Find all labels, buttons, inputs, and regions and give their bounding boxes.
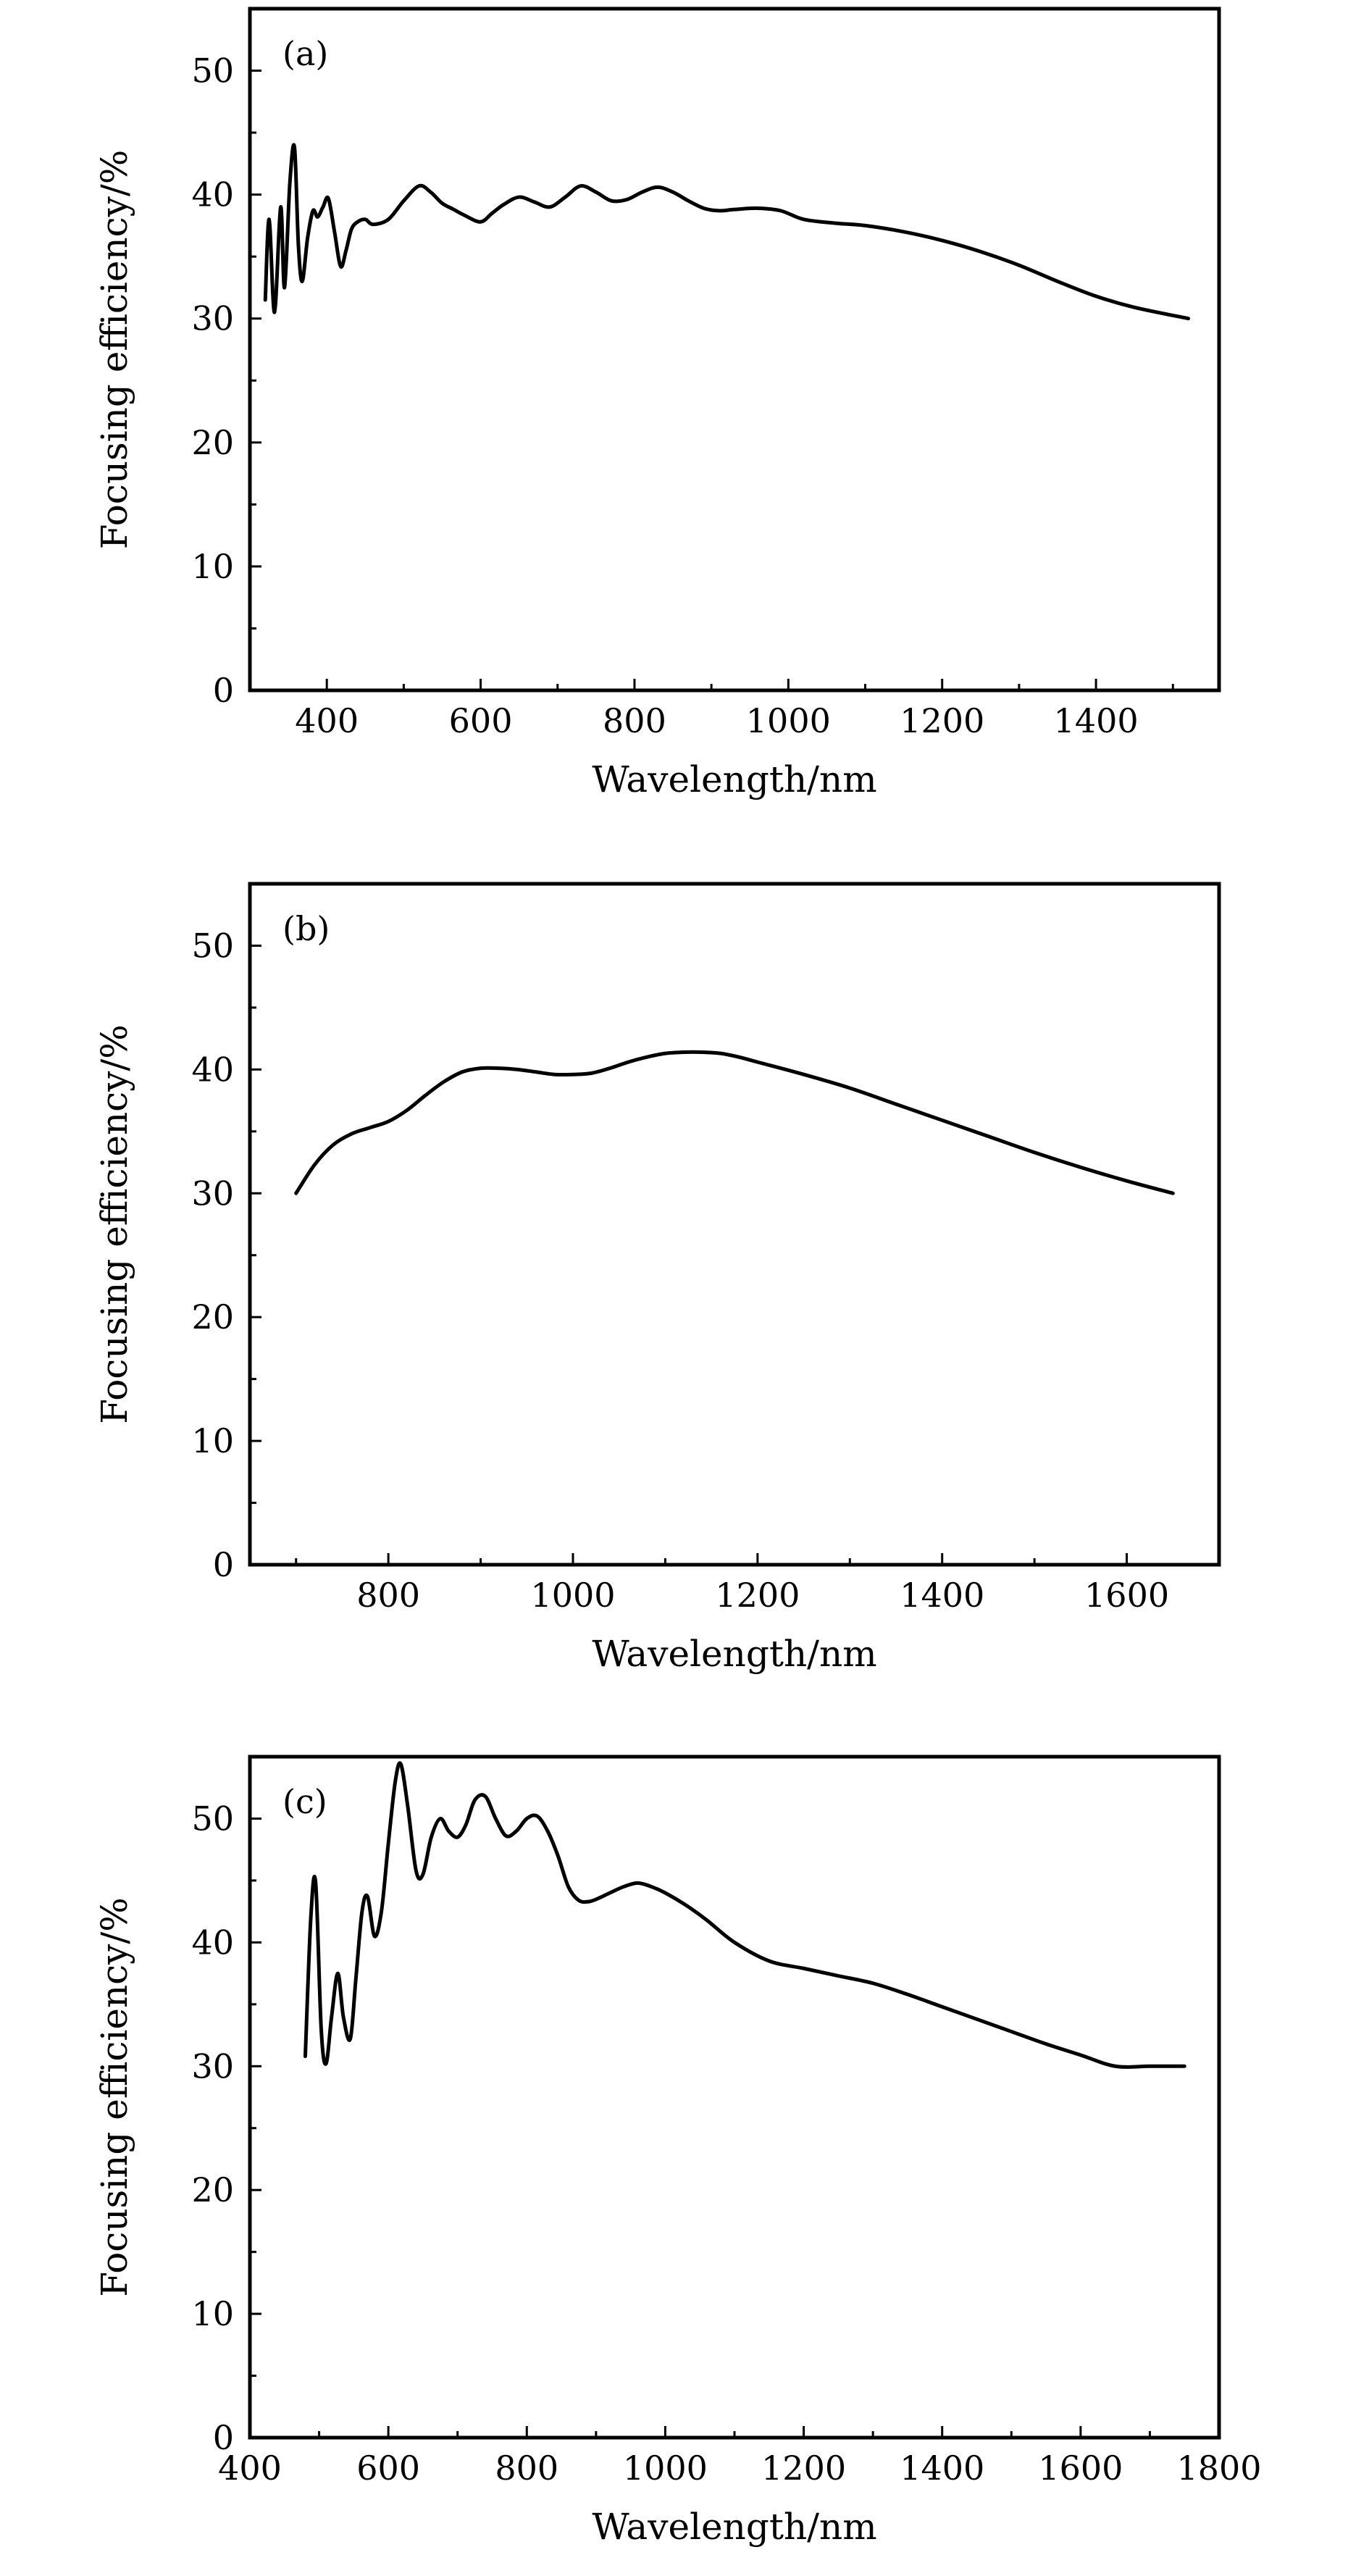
x-tick-label: 1400: [900, 1576, 984, 1615]
panel-label: (c): [282, 1782, 327, 1821]
x-tick-label: 800: [495, 2449, 558, 2488]
y-tick-label: 10: [191, 2294, 234, 2333]
x-tick-label: 1400: [1054, 701, 1139, 740]
x-axis-title: Wavelength/nm: [592, 1633, 876, 1675]
x-tick-label: 600: [356, 2449, 420, 2488]
y-tick-label: 20: [191, 1297, 234, 1337]
y-tick-label: 40: [191, 1050, 234, 1089]
x-tick-label: 1400: [900, 2449, 984, 2488]
y-tick-label: 50: [191, 926, 234, 965]
panel-b: 800 1000 1200 1400 1600 0 10 20 30 40 50 Wavelength…: [93, 882, 1221, 1675]
series-line: [263, 143, 1191, 321]
y-tick-label: 30: [191, 299, 234, 338]
series-line: [303, 1761, 1186, 2069]
x-tick-label: 1200: [715, 1576, 800, 1615]
x-tick-label: 1800: [1176, 2449, 1261, 2488]
x-tick-label: 1000: [746, 701, 831, 740]
y-tick-label: 0: [213, 2418, 234, 2457]
x-tick-label: 800: [356, 1576, 420, 1615]
panel-label: (a): [282, 34, 328, 73]
series-line: [294, 1050, 1175, 1195]
y-tick-label: 30: [191, 2046, 234, 2086]
x-axis-title: Wavelength/nm: [592, 2506, 876, 2548]
x-tick-label: 800: [603, 701, 666, 740]
y-tick-label: 30: [191, 1174, 234, 1213]
plot-frame: [248, 7, 1221, 693]
x-tick-label: 600: [449, 701, 513, 740]
y-tick-label: 20: [191, 423, 234, 462]
y-tick-label: 10: [191, 1421, 234, 1460]
panel-a: 400 600 800 1000 1200 1400 0 10 20 30 40 50 Waveleng…: [93, 7, 1221, 800]
y-axis-title: Focusing efficiency/%: [93, 150, 135, 550]
y-tick-label: 10: [191, 547, 234, 586]
y-tick-label: 50: [191, 51, 234, 91]
y-tick-label: 0: [213, 671, 234, 710]
y-tick-label: 40: [191, 1923, 234, 1962]
x-tick-label: 1200: [761, 2449, 846, 2488]
x-axis-title: Wavelength/nm: [592, 758, 876, 800]
y-tick-label: 50: [191, 1799, 234, 1838]
x-tick-label: 400: [295, 701, 359, 740]
y-tick-label: 0: [213, 1545, 234, 1584]
panel-label: (b): [282, 909, 330, 948]
y-axis-title: Focusing efficiency/%: [93, 1024, 135, 1424]
x-tick-label: 1600: [1084, 1576, 1169, 1615]
y-axis-title: Focusing efficiency/%: [93, 1897, 135, 2297]
x-tick-label: 1600: [1038, 2449, 1123, 2488]
plot-frame: [248, 882, 1221, 1567]
x-tick-label: 1000: [530, 1576, 615, 1615]
y-tick-label: 20: [191, 2170, 234, 2209]
x-tick-label: 400: [218, 2449, 282, 2488]
plot-frame: [248, 1755, 1221, 2440]
panel-c: 400 600 800 1000 1200 1400 1600 1800 0 10 20 30 40 50…: [93, 1755, 1262, 2548]
x-tick-label: 1000: [623, 2449, 708, 2488]
x-tick-label: 1200: [900, 701, 984, 740]
y-tick-label: 40: [191, 175, 234, 214]
